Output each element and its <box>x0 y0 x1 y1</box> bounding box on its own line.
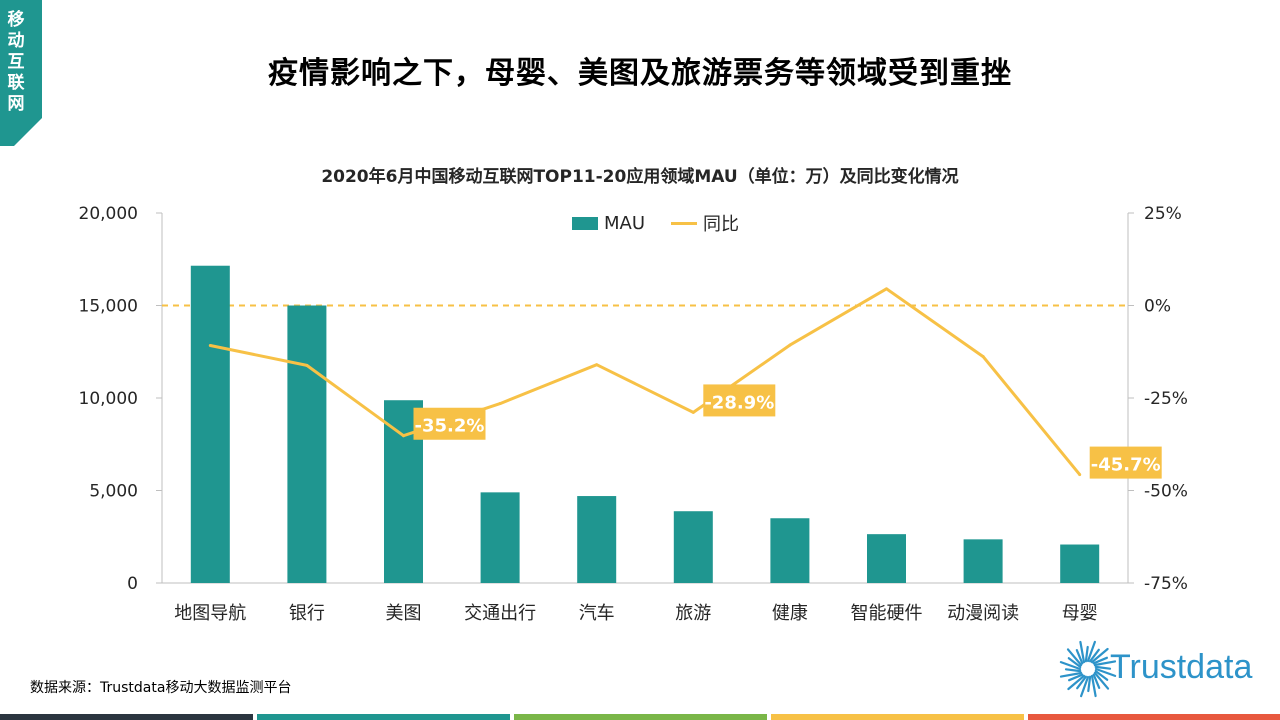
x-tick-label: 银行 <box>289 603 325 624</box>
x-tick-label: 智能硬件 <box>851 603 923 624</box>
brand-name: Trustdata <box>1110 648 1253 686</box>
logo-ray <box>1064 668 1082 673</box>
logo-ray <box>1079 640 1086 664</box>
logo-ray <box>1067 657 1082 669</box>
bar-mau <box>287 305 327 583</box>
footer-stripe <box>510 714 514 720</box>
data-label: -35.2% <box>415 416 485 437</box>
y-left-tick-label: 10,000 <box>79 389 138 409</box>
logo-ray <box>1090 674 1097 698</box>
bar-mau <box>480 492 520 583</box>
logo-ray <box>1076 675 1088 690</box>
footer-stripe <box>514 714 767 720</box>
logo-ray <box>1088 648 1100 663</box>
line-yoy-point <box>208 343 212 347</box>
footer-stripe <box>771 714 1024 720</box>
y-left-tick-label: 5,000 <box>89 482 138 502</box>
logo-ray <box>1094 665 1112 670</box>
footer-stripe <box>1028 714 1280 720</box>
corner-char: 互 <box>7 52 25 72</box>
y-left-tick-label: 15,000 <box>79 297 138 317</box>
corner-label: 移 动 互 联 网 <box>4 10 28 115</box>
legend-swatch-mau <box>572 216 598 230</box>
logo-ray <box>1093 660 1117 667</box>
data-label: -45.7% <box>1091 455 1161 476</box>
line-yoy-point <box>498 402 502 406</box>
y-left-tick-label: 0 <box>127 574 138 594</box>
footer-stripe <box>257 714 510 720</box>
logo-ray <box>1092 656 1108 665</box>
bar-mau <box>190 265 230 583</box>
logo-ray <box>1094 669 1109 681</box>
line-yoy-point <box>1078 473 1082 477</box>
bar-mau <box>963 539 1003 583</box>
logo-ray <box>1092 673 1101 689</box>
x-tick-label: 母婴 <box>1062 603 1098 624</box>
footer-stripe <box>0 714 253 720</box>
logo-ray <box>1087 675 1092 693</box>
chart-title: 2020年6月中国移动互联网TOP11-20应用领域MAU（单位：万）及同比变化… <box>321 167 959 187</box>
line-yoy-point <box>885 287 888 291</box>
legend-label-mau: MAU <box>604 212 646 234</box>
line-yoy <box>209 287 1081 476</box>
line-yoy-point <box>788 343 792 347</box>
line-yoy-point <box>981 355 985 359</box>
x-tick-label: 旅游 <box>675 603 711 624</box>
bar-mau <box>1060 544 1100 583</box>
x-tick-label: 汽车 <box>579 603 615 624</box>
y-right-tick-label: -25% <box>1144 389 1188 409</box>
bar-mau <box>577 496 617 583</box>
logo-ray <box>1086 640 1097 663</box>
y-right-tick-label: -50% <box>1144 482 1188 502</box>
data-label-box <box>703 384 776 417</box>
bar-mau <box>673 511 713 583</box>
y-right-tick-label: 0% <box>1144 297 1171 317</box>
footer-stripe <box>253 714 257 720</box>
legend-label-yoy: 同比 <box>703 214 740 235</box>
logo-ray <box>1067 674 1086 691</box>
line-yoy-point <box>691 410 695 414</box>
source-note: 数据来源：Trustdata移动大数据监测平台 <box>30 680 292 696</box>
line-yoy-point <box>595 363 599 367</box>
data-label: -28.9% <box>704 392 774 413</box>
y-left-tick-label: 20,000 <box>79 204 138 224</box>
x-tick-label: 健康 <box>772 603 808 624</box>
legend-swatch-yoy <box>671 221 698 225</box>
line-yoy-point <box>402 434 405 438</box>
corner-char: 联 <box>7 73 25 93</box>
bar-mau <box>770 518 810 583</box>
corner-char: 网 <box>7 94 25 114</box>
corner-tab: 移 动 互 联 网 <box>0 0 42 146</box>
y-right-tick-label: 25% <box>1144 204 1182 224</box>
chart-legend: MAU 同比 <box>572 210 739 236</box>
logo-ray <box>1094 667 1117 678</box>
line-yoy-point <box>305 363 309 367</box>
logo-ray <box>1084 645 1089 663</box>
logo-ray <box>1090 647 1109 664</box>
x-tick-label: 美图 <box>386 603 422 624</box>
x-tick-label: 交通出行 <box>464 603 536 624</box>
corner-char: 动 <box>7 31 25 51</box>
data-label-box <box>413 407 486 440</box>
footer-stripe <box>1024 714 1028 720</box>
logo-ray <box>1068 673 1084 682</box>
footer-stripe <box>767 714 771 720</box>
logo-ray <box>1079 675 1090 698</box>
y-right-tick-label: -75% <box>1144 574 1188 594</box>
logo-ray <box>1093 671 1110 690</box>
page-title: 疫情影响之下，母婴、美图及旅游票务等领域受到重挫 <box>268 56 1012 91</box>
x-tick-label: 动漫阅读 <box>947 603 1019 624</box>
bar-mau <box>867 534 906 583</box>
footer-stripes <box>0 714 1280 720</box>
corner-tab-shape <box>0 0 42 146</box>
data-label-box <box>1089 446 1162 479</box>
x-tick-label: 地图导航 <box>174 603 246 624</box>
logo-ray <box>1059 660 1082 671</box>
logo-ray <box>1075 649 1084 665</box>
logo-ray <box>1059 671 1083 678</box>
corner-char: 移 <box>7 10 25 30</box>
trustdata-logo-icon <box>1059 640 1117 698</box>
logo-ray <box>1066 648 1083 667</box>
